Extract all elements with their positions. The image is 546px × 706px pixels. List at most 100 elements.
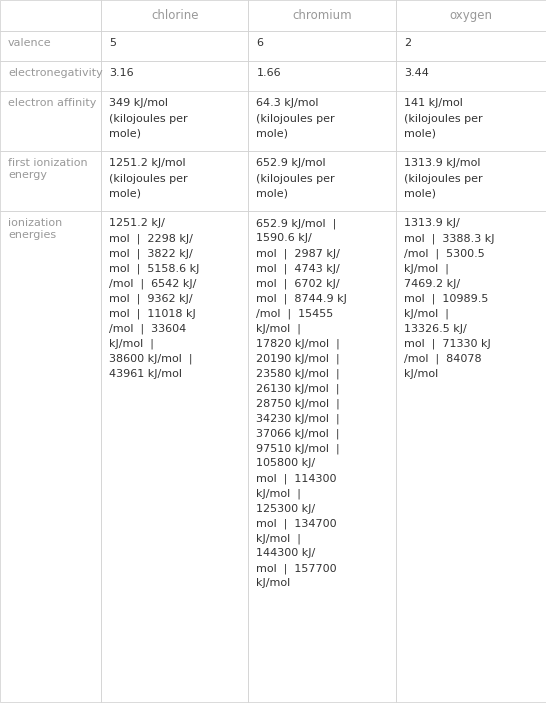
Bar xyxy=(248,0,396,30)
Text: mol  |  157700: mol | 157700 xyxy=(257,563,337,574)
Text: electron affinity: electron affinity xyxy=(8,99,97,109)
Bar xyxy=(0,92,101,152)
Text: 144300 kJ/: 144300 kJ/ xyxy=(257,549,316,558)
Text: chlorine: chlorine xyxy=(151,8,198,22)
Text: kJ/mol  |: kJ/mol | xyxy=(257,534,301,544)
Text: 26130 kJ/mol  |: 26130 kJ/mol | xyxy=(257,383,340,394)
Text: first ionization
energy: first ionization energy xyxy=(8,159,87,180)
Text: mole): mole) xyxy=(109,189,141,198)
Text: /mol  |  6542 kJ/: /mol | 6542 kJ/ xyxy=(109,278,197,289)
Text: 3.16: 3.16 xyxy=(109,68,134,78)
Text: mole): mole) xyxy=(109,128,141,138)
Bar xyxy=(0,30,101,61)
Bar xyxy=(248,212,396,702)
Text: 349 kJ/mol: 349 kJ/mol xyxy=(109,99,168,109)
Text: 1.66: 1.66 xyxy=(257,68,281,78)
Text: mol  |  8744.9 kJ: mol | 8744.9 kJ xyxy=(257,294,347,304)
Text: 2: 2 xyxy=(404,37,411,47)
Bar xyxy=(101,61,248,92)
Bar xyxy=(248,61,396,92)
Text: 13326.5 kJ/: 13326.5 kJ/ xyxy=(404,323,467,333)
Bar xyxy=(101,92,248,152)
Text: (kilojoules per: (kilojoules per xyxy=(404,174,483,184)
Text: (kilojoules per: (kilojoules per xyxy=(257,174,335,184)
Text: mole): mole) xyxy=(404,128,436,138)
Bar xyxy=(0,61,101,92)
Text: 64.3 kJ/mol: 64.3 kJ/mol xyxy=(257,99,319,109)
Bar xyxy=(101,212,248,702)
Text: 1313.9 kJ/: 1313.9 kJ/ xyxy=(404,218,460,229)
Text: 1251.2 kJ/: 1251.2 kJ/ xyxy=(109,218,165,229)
Text: /mol  |  15455: /mol | 15455 xyxy=(257,309,334,319)
Bar xyxy=(0,152,101,212)
Text: kJ/mol  |: kJ/mol | xyxy=(404,309,449,319)
Text: 141 kJ/mol: 141 kJ/mol xyxy=(404,99,462,109)
Text: 105800 kJ/: 105800 kJ/ xyxy=(257,458,316,469)
Bar xyxy=(396,61,546,92)
Text: mol  |  71330 kJ: mol | 71330 kJ xyxy=(404,338,491,349)
Text: 1313.9 kJ/mol: 1313.9 kJ/mol xyxy=(404,159,480,169)
Text: (kilojoules per: (kilojoules per xyxy=(404,114,483,124)
Text: 6: 6 xyxy=(257,37,263,47)
Text: mole): mole) xyxy=(257,128,288,138)
Text: valence: valence xyxy=(8,37,52,47)
Text: mol  |  4743 kJ/: mol | 4743 kJ/ xyxy=(257,263,340,274)
Text: 652.9 kJ/mol: 652.9 kJ/mol xyxy=(257,159,326,169)
Text: 17820 kJ/mol  |: 17820 kJ/mol | xyxy=(257,338,340,349)
Text: mol  |  6702 kJ/: mol | 6702 kJ/ xyxy=(257,278,340,289)
Text: kJ/mol: kJ/mol xyxy=(404,369,438,378)
Text: kJ/mol  |: kJ/mol | xyxy=(257,489,301,499)
Text: 28750 kJ/mol  |: 28750 kJ/mol | xyxy=(257,398,340,409)
Text: electronegativity: electronegativity xyxy=(8,68,103,78)
Text: kJ/mol  |: kJ/mol | xyxy=(404,263,449,274)
Text: mol  |  2298 kJ/: mol | 2298 kJ/ xyxy=(109,234,193,244)
Text: 97510 kJ/mol  |: 97510 kJ/mol | xyxy=(257,443,340,454)
Text: mol  |  134700: mol | 134700 xyxy=(257,518,337,529)
Text: mole): mole) xyxy=(257,189,288,198)
Text: mol  |  114300: mol | 114300 xyxy=(257,474,337,484)
Text: 1251.2 kJ/mol: 1251.2 kJ/mol xyxy=(109,159,186,169)
Text: mole): mole) xyxy=(404,189,436,198)
Bar xyxy=(248,152,396,212)
Bar xyxy=(396,0,546,30)
Text: mol  |  2987 kJ/: mol | 2987 kJ/ xyxy=(257,249,340,259)
Text: 23580 kJ/mol  |: 23580 kJ/mol | xyxy=(257,369,340,379)
Bar xyxy=(248,92,396,152)
Text: 3.44: 3.44 xyxy=(404,68,429,78)
Text: kJ/mol  |: kJ/mol | xyxy=(257,323,301,334)
Bar xyxy=(396,152,546,212)
Text: /mol  |  84078: /mol | 84078 xyxy=(404,354,482,364)
Bar xyxy=(101,152,248,212)
Text: /mol  |  33604: /mol | 33604 xyxy=(109,323,186,334)
Text: kJ/mol: kJ/mol xyxy=(257,578,290,589)
Text: mol  |  3388.3 kJ: mol | 3388.3 kJ xyxy=(404,234,494,244)
Bar xyxy=(396,212,546,702)
Text: 34230 kJ/mol  |: 34230 kJ/mol | xyxy=(257,414,340,424)
Text: mol  |  5158.6 kJ: mol | 5158.6 kJ xyxy=(109,263,199,274)
Text: (kilojoules per: (kilojoules per xyxy=(109,174,188,184)
Text: (kilojoules per: (kilojoules per xyxy=(257,114,335,124)
Text: 7469.2 kJ/: 7469.2 kJ/ xyxy=(404,278,460,289)
Text: 43961 kJ/mol: 43961 kJ/mol xyxy=(109,369,182,378)
Text: mol  |  10989.5: mol | 10989.5 xyxy=(404,294,488,304)
Text: mol  |  3822 kJ/: mol | 3822 kJ/ xyxy=(109,249,193,259)
Text: 125300 kJ/: 125300 kJ/ xyxy=(257,503,316,513)
Bar xyxy=(101,0,248,30)
Text: oxygen: oxygen xyxy=(449,8,492,22)
Bar xyxy=(396,92,546,152)
Text: kJ/mol  |: kJ/mol | xyxy=(109,338,154,349)
Text: 38600 kJ/mol  |: 38600 kJ/mol | xyxy=(109,354,193,364)
Text: 652.9 kJ/mol  |: 652.9 kJ/mol | xyxy=(257,218,337,229)
Bar xyxy=(248,30,396,61)
Text: 1590.6 kJ/: 1590.6 kJ/ xyxy=(257,234,312,244)
Bar xyxy=(101,30,248,61)
Bar xyxy=(0,0,101,30)
Text: chromium: chromium xyxy=(292,8,352,22)
Text: mol  |  11018 kJ: mol | 11018 kJ xyxy=(109,309,196,319)
Text: (kilojoules per: (kilojoules per xyxy=(109,114,188,124)
Bar xyxy=(396,30,546,61)
Text: 20190 kJ/mol  |: 20190 kJ/mol | xyxy=(257,354,340,364)
Text: 5: 5 xyxy=(109,37,116,47)
Text: ionization
energies: ionization energies xyxy=(8,218,62,240)
Text: mol  |  9362 kJ/: mol | 9362 kJ/ xyxy=(109,294,193,304)
